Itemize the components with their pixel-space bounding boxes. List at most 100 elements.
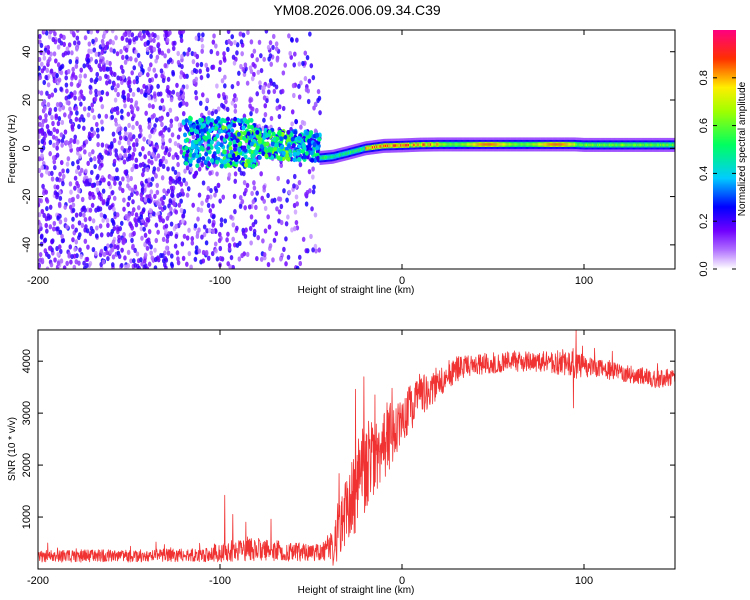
spectrogram-cell: [394, 144, 397, 147]
spectrogram-cell: [56, 251, 60, 257]
spectrogram-cell: [98, 223, 103, 229]
spectrogram-cell: [147, 193, 152, 199]
spectrogram-cell: [493, 143, 495, 146]
spectrogram-cell: [225, 116, 230, 122]
spectrogram-cell: [181, 100, 186, 106]
spectrogram-cell: [145, 245, 150, 251]
spectrogram-cell: [100, 104, 105, 110]
spectrogram-cell: [312, 184, 316, 190]
spectrogram-cell: [391, 144, 393, 147]
spectrogram-cell: [611, 143, 613, 147]
spectrogram-cell: [112, 158, 117, 164]
spectrogram-cell: [76, 159, 80, 165]
spectrogram-cell: [613, 143, 615, 147]
spectrogram-cell: [181, 111, 186, 117]
spectrogram-cell: [206, 73, 210, 79]
spectrogram-cell: [231, 222, 236, 228]
spectrogram-cell: [179, 198, 183, 204]
spectrogram-cell: [206, 156, 211, 162]
spectrogram-cell: [583, 143, 586, 147]
spectrogram-cell: [192, 124, 197, 129]
spectrogram-cell: [55, 194, 59, 200]
spectrogram-cell: [166, 76, 171, 82]
spectrogram-cell: [131, 124, 135, 130]
spectrogram-cell: [105, 41, 110, 47]
spectrogram-cell: [194, 95, 199, 101]
spectrogram-cell: [248, 103, 252, 109]
spectrogram-cell: [111, 131, 116, 137]
spectrogram-cell: [448, 143, 450, 146]
spectrogram-cell: [599, 143, 601, 147]
spectrogram-cell: [297, 135, 302, 141]
spectrogram-cell: [222, 118, 227, 124]
spectrogram-cell: [202, 232, 207, 238]
spectrogram-cell: [271, 33, 276, 40]
spectrogram-cell: [584, 143, 587, 147]
spectrogram-cell: [135, 190, 139, 196]
spectrogram-cell: [169, 118, 174, 124]
spectrogram-cell: [99, 196, 104, 202]
spectrogram-cell: [629, 143, 632, 147]
spectrogram-cell: [75, 30, 80, 33]
spectrogram-cell: [59, 33, 63, 39]
spectrogram-cell: [150, 160, 154, 166]
spectrogram-cell: [38, 33, 42, 40]
spectrogram-cell: [91, 246, 96, 253]
spectrogram-cell: [403, 144, 405, 147]
spectrogram-cell: [213, 228, 218, 234]
spectrogram-cell: [381, 144, 384, 148]
spectrogram-cell: [100, 49, 105, 55]
spectrogram-cell: [242, 117, 247, 123]
spectrogram-cell: [175, 178, 180, 184]
spectrogram-cell: [291, 143, 296, 148]
spectrogram-cell: [127, 145, 132, 151]
spectrogram-cell: [44, 189, 49, 195]
spectrogram-cell: [185, 261, 189, 267]
spectrogram-cell: [284, 221, 289, 227]
spectrogram-cell: [61, 105, 66, 111]
spectrogram-cell: [138, 124, 142, 130]
spectrogram-cell: [307, 138, 312, 144]
spectrogram-cell: [56, 226, 60, 232]
spectrogram-cell: [102, 251, 107, 258]
spectrogram-cell: [140, 235, 144, 241]
spectrogram-cell: [289, 132, 294, 138]
spectrogram-cell: [169, 253, 174, 259]
spectrogram-cell: [253, 219, 258, 225]
spectrogram-cell: [164, 159, 168, 165]
spectrogram-cell: [170, 132, 175, 138]
spectrogram-cell: [128, 87, 133, 93]
spectrogram-cell: [76, 164, 81, 171]
spectrogram-cell: [646, 143, 648, 147]
spectrogram-cell: [58, 219, 63, 225]
spectrogram-cell: [134, 100, 139, 106]
spectrogram-cell: [163, 63, 168, 69]
spectrogram-cell: [427, 143, 430, 146]
spectrogram-cell: [401, 144, 403, 147]
spectrogram-cell: [122, 206, 126, 212]
spectrogram-cell: [220, 102, 224, 108]
spectrogram-cell: [524, 143, 527, 146]
spectrogram-cell: [557, 143, 559, 146]
spectrogram-cell: [106, 255, 110, 262]
spectrogram-cell: [94, 250, 98, 256]
spectrogram-cell: [65, 99, 70, 106]
spectrogram-cell: [105, 80, 109, 86]
spectrogram-cell: [373, 146, 375, 149]
x-tick-label: 100: [575, 575, 593, 587]
spectrogram-cell: [231, 264, 235, 269]
spectrogram-cell: [628, 143, 630, 147]
spectrogram-cell: [662, 143, 664, 147]
spectrogram-cell: [150, 255, 155, 261]
spectrogram-cell: [199, 61, 204, 68]
spectrogram-cell: [279, 136, 284, 142]
spectrogram-cell: [316, 88, 321, 95]
spectrogram-cell: [105, 59, 110, 66]
spectrogram-cell: [600, 143, 602, 147]
spectrogram-cell: [70, 50, 74, 56]
spectrogram-cell: [411, 143, 413, 147]
spectrogram-cell: [156, 83, 160, 89]
spectrogram-cell: [221, 194, 226, 200]
spectrogram-x-ticks: -200 -100 0 100: [27, 30, 593, 287]
